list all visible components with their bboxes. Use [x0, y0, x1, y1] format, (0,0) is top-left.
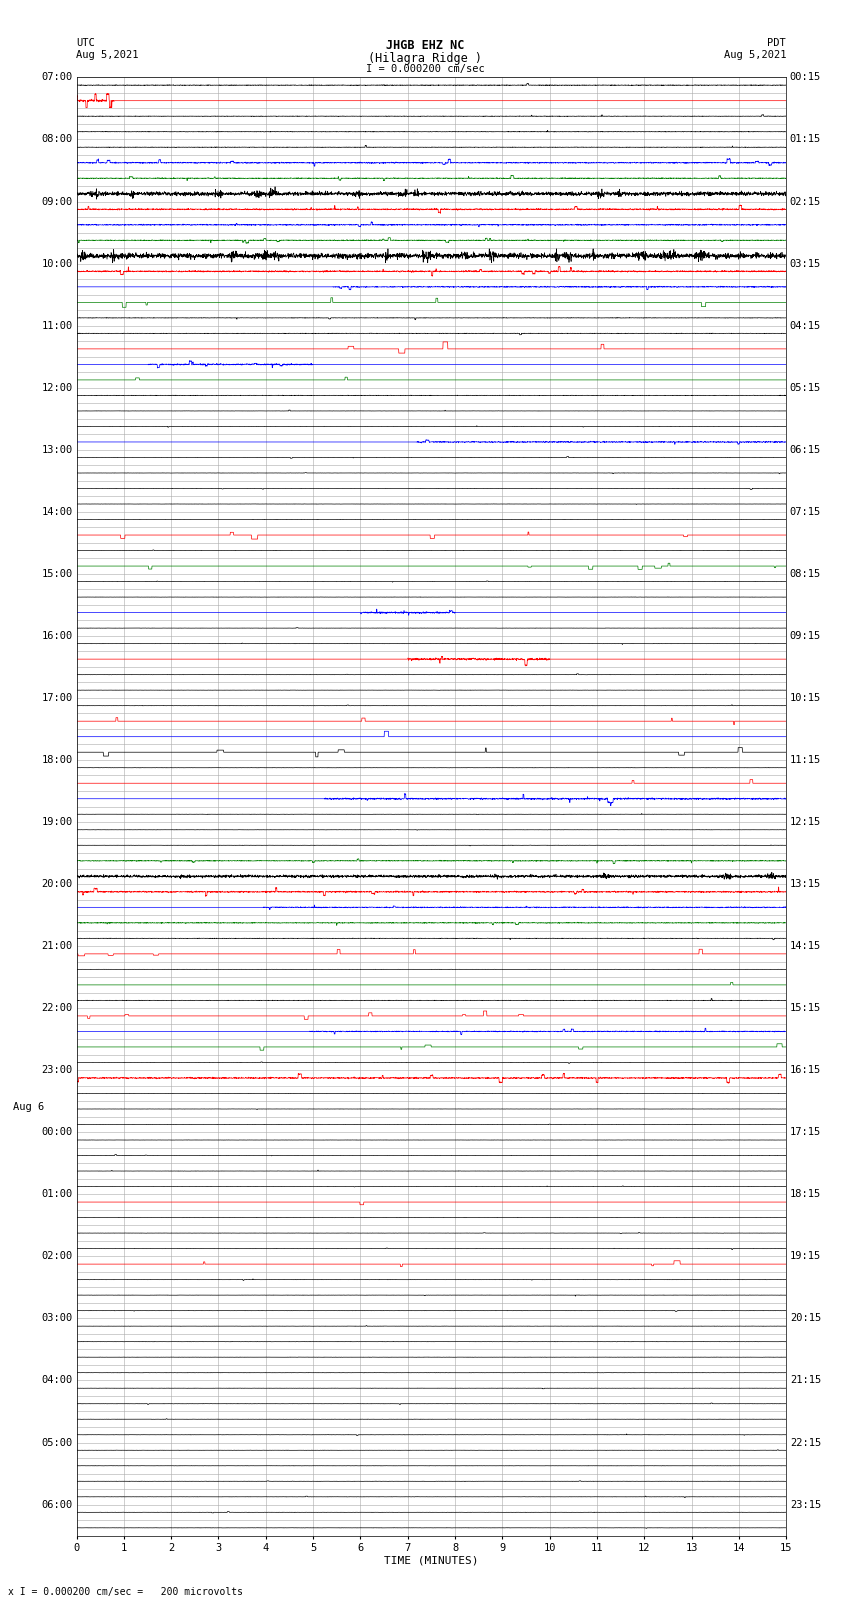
Text: 23:00: 23:00	[42, 1065, 73, 1076]
Text: 16:15: 16:15	[790, 1065, 821, 1076]
Text: 08:00: 08:00	[42, 134, 73, 145]
Text: 21:00: 21:00	[42, 940, 73, 952]
Text: 17:15: 17:15	[790, 1127, 821, 1137]
Text: 00:15: 00:15	[790, 73, 821, 82]
Text: 14:00: 14:00	[42, 506, 73, 516]
Text: 20:00: 20:00	[42, 879, 73, 889]
Text: 06:15: 06:15	[790, 445, 821, 455]
Text: 05:00: 05:00	[42, 1437, 73, 1447]
Text: 21:15: 21:15	[790, 1376, 821, 1386]
Text: 11:00: 11:00	[42, 321, 73, 331]
Text: 00:00: 00:00	[42, 1127, 73, 1137]
Text: 10:00: 10:00	[42, 258, 73, 269]
Text: 08:15: 08:15	[790, 569, 821, 579]
Text: 09:15: 09:15	[790, 631, 821, 640]
Text: UTC: UTC	[76, 39, 95, 48]
Text: 03:00: 03:00	[42, 1313, 73, 1323]
Text: 18:00: 18:00	[42, 755, 73, 765]
X-axis label: TIME (MINUTES): TIME (MINUTES)	[384, 1557, 479, 1566]
Text: I = 0.000200 cm/sec: I = 0.000200 cm/sec	[366, 65, 484, 74]
Text: 04:00: 04:00	[42, 1376, 73, 1386]
Text: 13:00: 13:00	[42, 445, 73, 455]
Text: 02:00: 02:00	[42, 1252, 73, 1261]
Text: Aug 5,2021: Aug 5,2021	[723, 50, 786, 60]
Text: 09:00: 09:00	[42, 197, 73, 206]
Text: 04:15: 04:15	[790, 321, 821, 331]
Text: 02:15: 02:15	[790, 197, 821, 206]
Text: 10:15: 10:15	[790, 694, 821, 703]
Text: Aug 5,2021: Aug 5,2021	[76, 50, 139, 60]
Text: 16:00: 16:00	[42, 631, 73, 640]
Text: 23:15: 23:15	[790, 1500, 821, 1510]
Text: 19:00: 19:00	[42, 818, 73, 827]
Text: JHGB EHZ NC: JHGB EHZ NC	[386, 39, 464, 52]
Text: 12:00: 12:00	[42, 382, 73, 392]
Text: 15:00: 15:00	[42, 569, 73, 579]
Text: 20:15: 20:15	[790, 1313, 821, 1323]
Text: 06:00: 06:00	[42, 1500, 73, 1510]
Text: 07:00: 07:00	[42, 73, 73, 82]
Text: 18:15: 18:15	[790, 1189, 821, 1200]
Text: 01:15: 01:15	[790, 134, 821, 145]
Text: 22:00: 22:00	[42, 1003, 73, 1013]
Text: 13:15: 13:15	[790, 879, 821, 889]
Text: 01:00: 01:00	[42, 1189, 73, 1200]
Text: 05:15: 05:15	[790, 382, 821, 392]
Text: 14:15: 14:15	[790, 940, 821, 952]
Text: x I = 0.000200 cm/sec =   200 microvolts: x I = 0.000200 cm/sec = 200 microvolts	[8, 1587, 243, 1597]
Text: 07:15: 07:15	[790, 506, 821, 516]
Text: 15:15: 15:15	[790, 1003, 821, 1013]
Text: 19:15: 19:15	[790, 1252, 821, 1261]
Text: Aug 6: Aug 6	[13, 1102, 44, 1113]
Text: 11:15: 11:15	[790, 755, 821, 765]
Text: PDT: PDT	[768, 39, 786, 48]
Text: (Hilagra Ridge ): (Hilagra Ridge )	[368, 52, 482, 65]
Text: 17:00: 17:00	[42, 694, 73, 703]
Text: 22:15: 22:15	[790, 1437, 821, 1447]
Text: 12:15: 12:15	[790, 818, 821, 827]
Text: 03:15: 03:15	[790, 258, 821, 269]
